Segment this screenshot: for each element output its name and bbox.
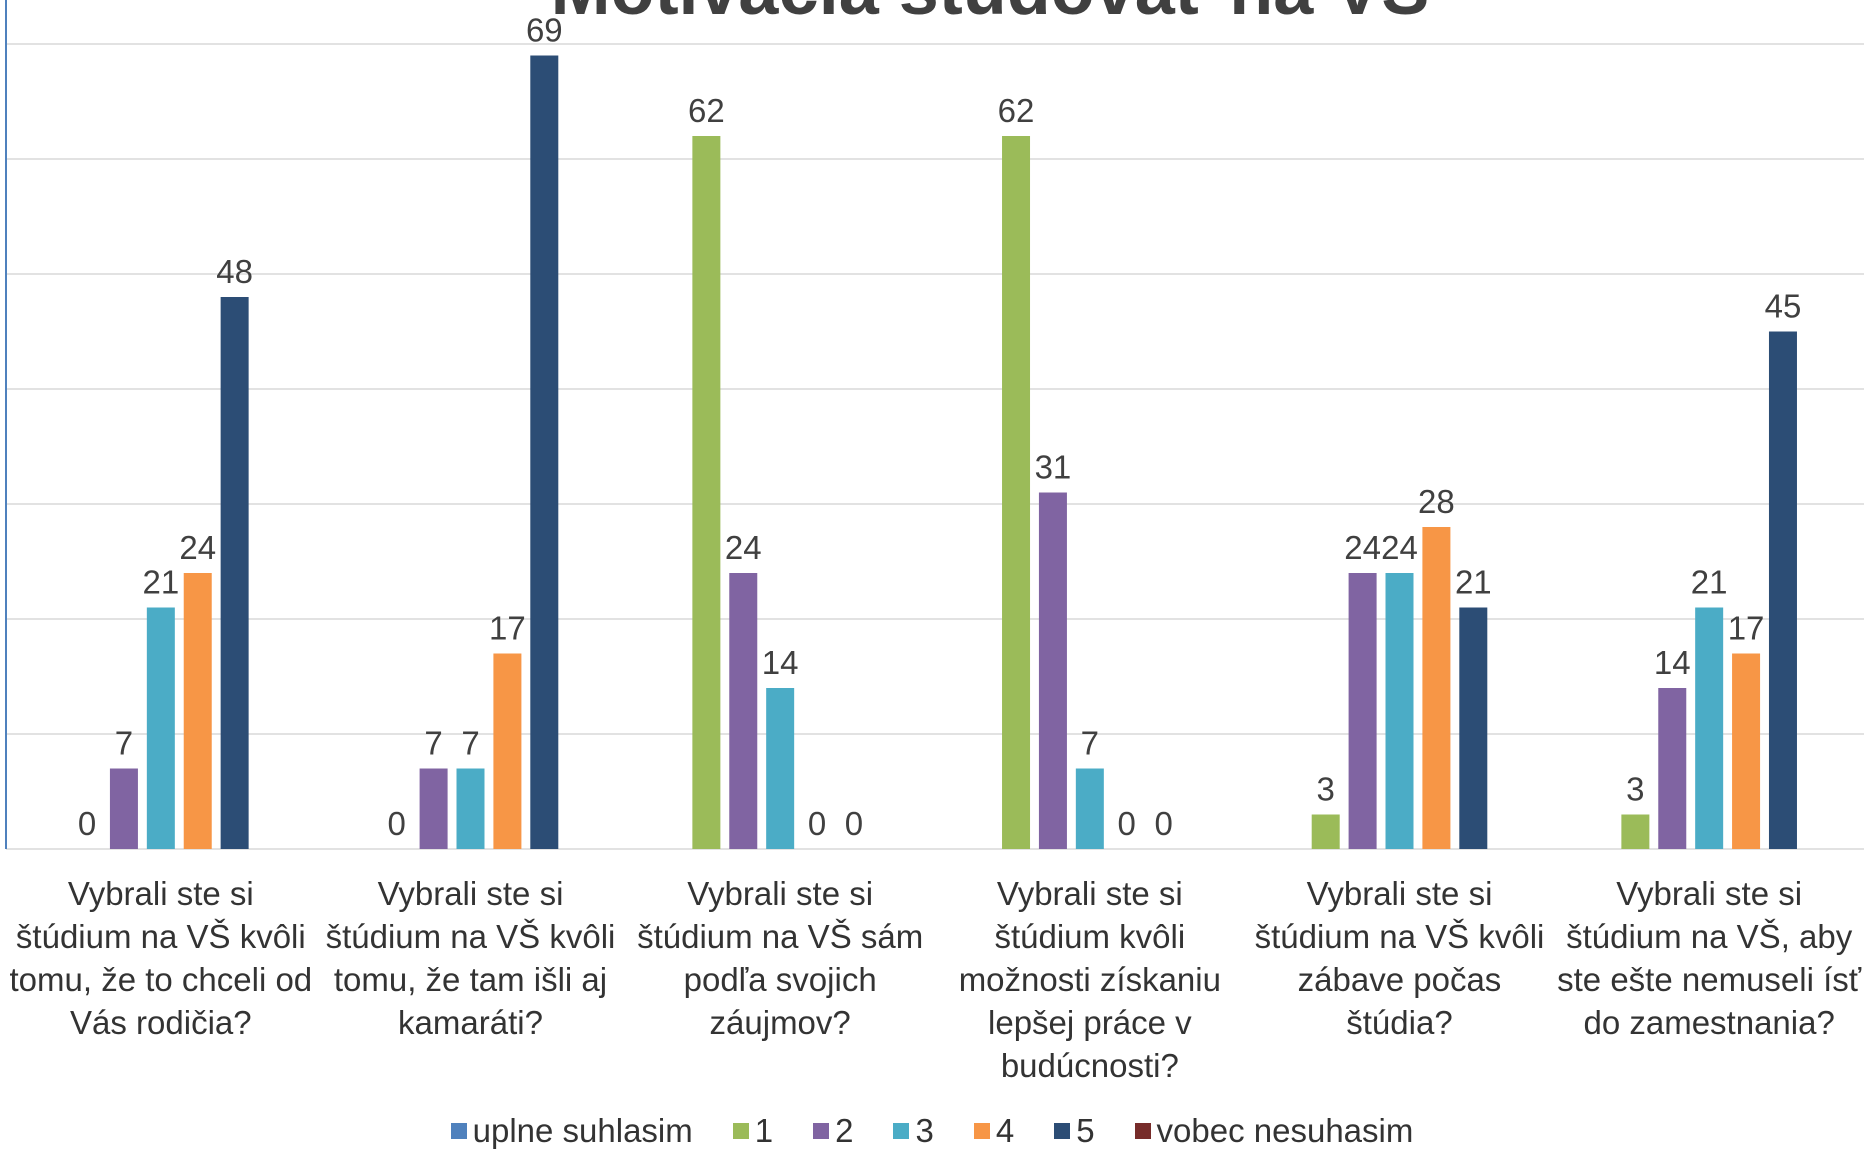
bar [456, 768, 485, 849]
data-label: 14 [1654, 644, 1691, 681]
chart-title: Motivácia študovať na VŠ [551, 0, 1430, 30]
data-label: 0 [1154, 805, 1172, 842]
legend-label: vobec nesuhasim [1156, 1112, 1414, 1149]
bar [692, 136, 721, 849]
bar [109, 768, 138, 849]
data-label: 0 [78, 805, 96, 842]
bar [1348, 573, 1377, 849]
bar [146, 607, 175, 849]
legend-swatch [1054, 1123, 1071, 1139]
x-tick-label: Vybrali ste si štúdium na VŠ kvôli tomu,… [9, 875, 313, 1041]
data-label: 7 [461, 725, 479, 762]
data-label: 62 [688, 92, 725, 129]
data-label: 21 [1691, 564, 1728, 601]
legend-item: 3 [893, 1112, 934, 1150]
x-tick-label: Vybrali ste si štúdium na VŠ kvôli tomu,… [325, 875, 616, 1041]
legend-item: 5 [1054, 1112, 1095, 1150]
data-label: 7 [115, 725, 133, 762]
legend: uplne suhlasim 1 2 3 4 5 vobec nesuhasim [0, 1112, 1864, 1150]
data-label: 17 [1728, 610, 1765, 647]
bar [1038, 492, 1067, 849]
bar [1459, 607, 1488, 849]
legend-swatch [893, 1123, 910, 1139]
data-label: 0 [808, 805, 826, 842]
legend-label: 5 [1076, 1112, 1095, 1149]
data-label: 0 [388, 805, 406, 842]
data-label: 45 [1765, 288, 1802, 325]
data-label: 17 [489, 610, 526, 647]
data-label: 0 [845, 805, 863, 842]
legend-label: 3 [915, 1112, 934, 1149]
bar [1002, 136, 1031, 849]
legend-swatch [973, 1123, 990, 1139]
bar [1658, 688, 1687, 849]
data-label: 3 [1317, 771, 1335, 808]
legend-swatch [1134, 1123, 1151, 1139]
data-label: 21 [1455, 564, 1492, 601]
bar [1311, 814, 1340, 849]
data-label: 7 [1081, 725, 1099, 762]
data-label: 62 [998, 92, 1035, 129]
legend-item: 2 [813, 1112, 853, 1150]
data-label: 0 [1118, 805, 1136, 842]
data-label: 24 [725, 529, 762, 566]
bar [1385, 573, 1414, 849]
bar [183, 573, 212, 849]
data-label: 21 [142, 564, 179, 601]
x-tick-label: Vybrali ste si štúdium na VŠ kvôli zábav… [1254, 875, 1545, 1041]
legend-item: uplne suhlasim [450, 1112, 693, 1150]
bar [766, 688, 795, 849]
data-label: 31 [1035, 449, 1072, 486]
bar [1422, 527, 1451, 849]
data-label: 14 [762, 644, 799, 681]
bar [1075, 768, 1104, 849]
bar [1695, 607, 1724, 849]
data-label: 69 [526, 12, 563, 49]
x-tick-label: Vybrali ste si štúdium na VŠ sám podľa s… [637, 875, 924, 1041]
data-label: 24 [1344, 529, 1381, 566]
bar [1768, 331, 1797, 849]
legend-label: 2 [835, 1112, 854, 1149]
x-tick-label: Vybrali ste si štúdium na VŠ, aby ste eš… [1557, 875, 1862, 1041]
data-label: 3 [1626, 771, 1644, 808]
data-label: 28 [1418, 483, 1455, 520]
legend-swatch [732, 1123, 749, 1139]
bar [530, 55, 559, 849]
bar [493, 653, 522, 849]
legend-item: 1 [732, 1112, 774, 1150]
data-label: 48 [216, 253, 253, 290]
bar [1621, 814, 1650, 849]
legend-label: 1 [754, 1112, 774, 1149]
bar [729, 573, 758, 849]
data-label: 24 [1381, 529, 1418, 566]
legend-item: 4 [973, 1112, 1015, 1150]
data-label: 24 [179, 529, 216, 566]
bar [1732, 653, 1761, 849]
legend-label: uplne suhlasim [472, 1112, 693, 1149]
legend-swatch [450, 1123, 467, 1139]
legend-item: vobec nesuhasim [1134, 1112, 1414, 1150]
x-tick-label: Vybrali ste si štúdium kvôli možnosti zí… [958, 875, 1221, 1084]
bar [220, 297, 249, 849]
bar [419, 768, 448, 849]
legend-swatch [813, 1123, 830, 1139]
data-label: 7 [424, 725, 442, 762]
legend-label: 4 [995, 1112, 1015, 1149]
